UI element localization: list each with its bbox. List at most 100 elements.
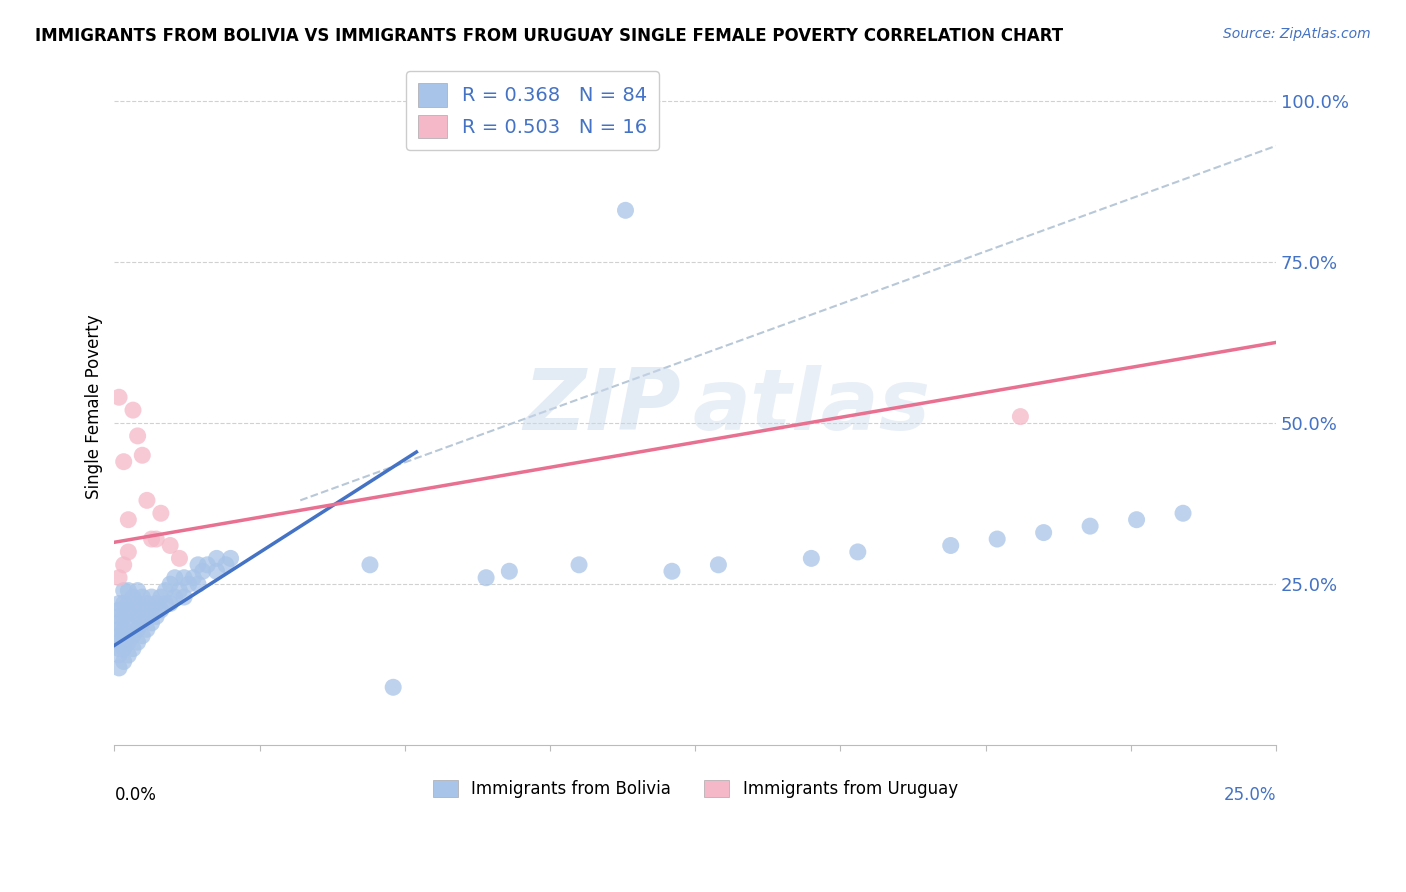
Point [187,577,209,591]
Point [108,661,131,675]
Point [122,641,145,656]
Text: 25.0%: 25.0% [1223,786,1277,804]
Point [149,603,172,617]
Point [498,564,520,578]
Point [131,615,153,630]
Point [359,558,381,572]
Point [112,641,135,656]
Point [169,583,191,598]
Point [169,551,191,566]
Point [136,622,159,636]
Point [127,597,149,611]
Point [159,577,181,591]
Point [127,622,149,636]
Text: 0.0%: 0.0% [114,786,156,804]
Point [127,583,149,598]
Point [141,603,163,617]
Point [149,506,172,520]
Point [108,641,131,656]
Point [127,609,149,624]
Y-axis label: Single Female Poverty: Single Female Poverty [86,315,103,500]
Point [205,564,228,578]
Point [155,597,177,611]
Point [219,551,242,566]
Text: ZIP: ZIP [523,366,681,449]
Point [177,577,200,591]
Point [122,629,145,643]
Point [1078,519,1101,533]
Point [1125,513,1147,527]
Point [131,590,153,604]
Point [117,513,139,527]
Point [136,597,159,611]
Point [136,493,159,508]
Text: Source: ZipAtlas.com: Source: ZipAtlas.com [1223,27,1371,41]
Text: IMMIGRANTS FROM BOLIVIA VS IMMIGRANTS FROM URUGUAY SINGLE FEMALE POVERTY CORRELA: IMMIGRANTS FROM BOLIVIA VS IMMIGRANTS FR… [35,27,1063,45]
Point [614,203,637,218]
Point [800,551,823,566]
Point [141,532,163,546]
Point [122,615,145,630]
Point [112,629,135,643]
Point [173,590,195,604]
Point [661,564,683,578]
Point [187,558,209,572]
Point [112,597,135,611]
Point [145,597,167,611]
Point [108,629,131,643]
Text: atlas: atlas [692,366,931,449]
Point [205,551,228,566]
Point [183,571,205,585]
Point [108,615,131,630]
Point [939,539,962,553]
Point [155,583,177,598]
Point [136,609,159,624]
Point [117,597,139,611]
Point [108,603,131,617]
Point [131,629,153,643]
Point [149,590,172,604]
Point [108,622,131,636]
Point [145,609,167,624]
Point [122,590,145,604]
Point [127,429,149,443]
Point [163,571,186,585]
Point [159,597,181,611]
Point [117,603,139,617]
Point [191,564,214,578]
Point [1171,506,1194,520]
Point [131,603,153,617]
Point [117,583,139,598]
Point [173,571,195,585]
Point [475,571,498,585]
Point [163,590,186,604]
Point [108,597,131,611]
Point [117,648,139,662]
Point [117,635,139,649]
Point [568,558,591,572]
Point [117,615,139,630]
Point [141,590,163,604]
Point [112,455,135,469]
Point [108,648,131,662]
Point [382,680,405,694]
Point [108,609,131,624]
Point [112,635,135,649]
Point [131,448,153,462]
Point [112,655,135,669]
Point [122,403,145,417]
Point [986,532,1008,546]
Point [112,583,135,598]
Point [108,390,131,404]
Point [117,545,139,559]
Point [1032,525,1054,540]
Point [112,609,135,624]
Point [141,615,163,630]
Point [707,558,730,572]
Point [195,558,218,572]
Point [127,635,149,649]
Point [215,558,238,572]
Point [108,635,131,649]
Point [112,558,135,572]
Legend: Immigrants from Bolivia, Immigrants from Uruguay: Immigrants from Bolivia, Immigrants from… [426,773,965,805]
